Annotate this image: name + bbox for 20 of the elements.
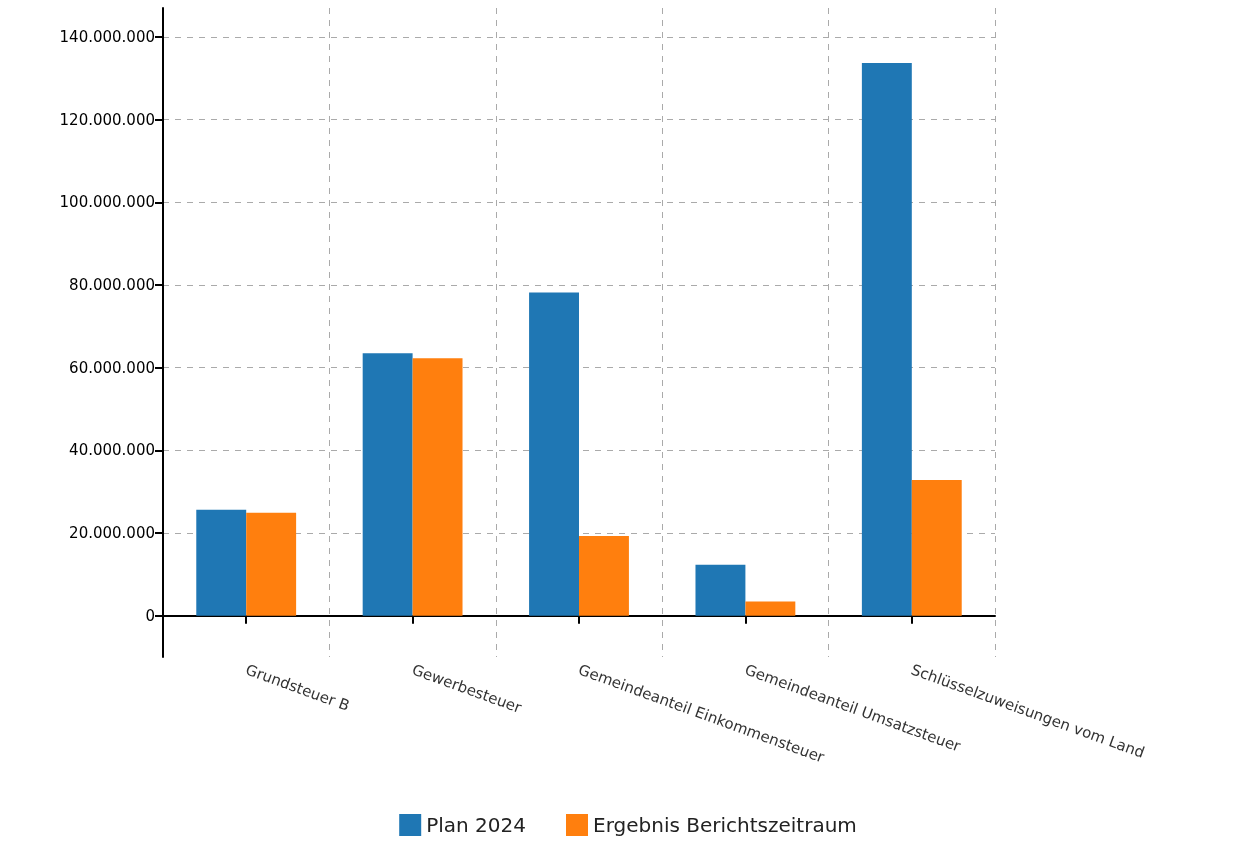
bar — [246, 512, 297, 616]
bar — [911, 480, 962, 616]
bar — [529, 292, 579, 616]
bar — [362, 353, 413, 616]
bar — [579, 535, 629, 616]
legend-label: Plan 2024 — [426, 813, 527, 837]
bar — [745, 601, 796, 616]
y-tick-label: 60.000.000 — [69, 358, 155, 377]
y-tick-label: 100.000.000 — [59, 193, 155, 212]
y-tick-label: 140.000.000 — [59, 27, 155, 46]
bar — [196, 509, 247, 616]
legend-label: Ergebnis Berichtszeitraum — [593, 813, 857, 837]
y-tick-label: 40.000.000 — [69, 441, 155, 460]
bar — [695, 564, 746, 616]
y-tick-label: 0 — [145, 606, 155, 625]
y-tick-label: 120.000.000 — [59, 110, 155, 129]
bar — [412, 358, 463, 616]
bar — [861, 62, 912, 616]
y-tick-label: 80.000.000 — [69, 275, 155, 294]
y-tick-label: 20.000.000 — [69, 523, 155, 542]
